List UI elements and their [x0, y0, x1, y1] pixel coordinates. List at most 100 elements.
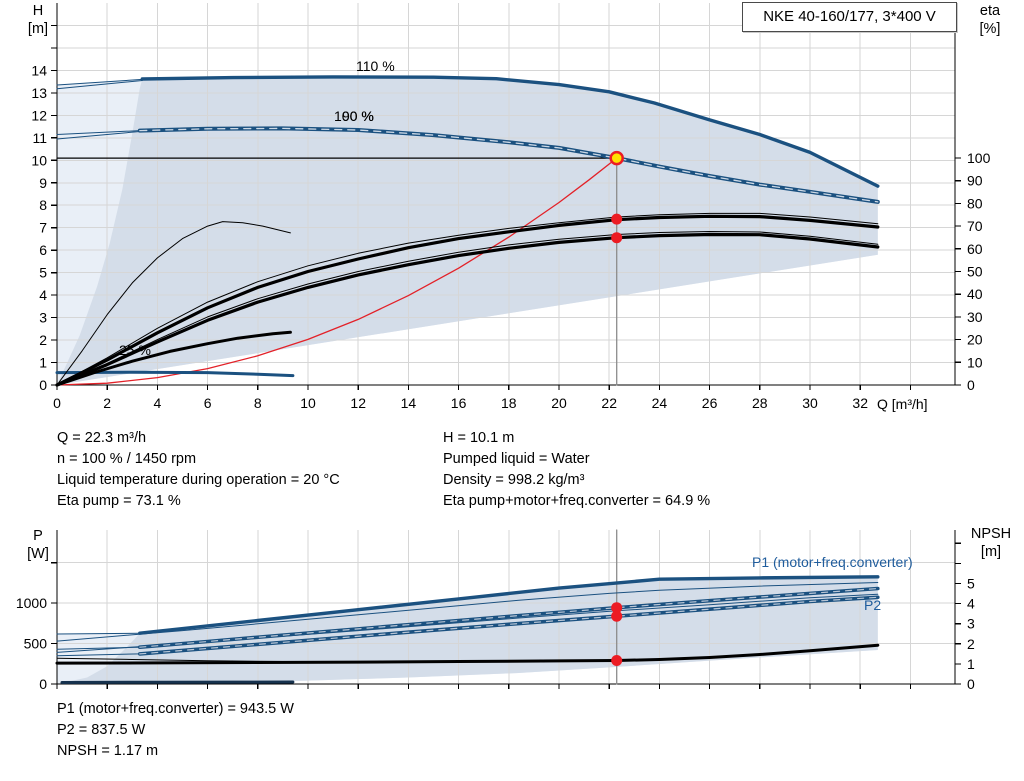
eta-total-upper-thin	[56, 231, 879, 386]
duty-point-p1	[611, 602, 623, 614]
tick-label: 500	[24, 636, 48, 652]
info-speed: n = 100 % / 1450 rpm	[57, 451, 197, 467]
tick-label: 32	[852, 395, 868, 411]
tick-label: 1000	[16, 595, 47, 611]
npsh-axis-title: NPSH [m]	[960, 525, 1022, 561]
result-npsh: NPSH = 1.17 m	[57, 743, 159, 759]
tick-label: 6	[204, 395, 212, 411]
p1-envelope-top	[138, 575, 880, 635]
result-p1: P1 (motor+freq.converter) = 943.5 W	[57, 701, 294, 717]
head-axis-title-line1: H	[32, 3, 44, 19]
power-axis-title-line1: P	[33, 528, 43, 544]
p2-curve-100-dash-core	[139, 596, 879, 655]
tick-label: 5	[39, 265, 47, 281]
tick-label: 14	[401, 395, 417, 411]
eta-axis-title-line2: [%]	[979, 21, 1001, 37]
flow-axis-label: Q [m³/h]	[877, 396, 928, 412]
operating-envelope-inner	[57, 76, 878, 386]
result-panel: P1 (motor+freq.converter) = 943.5 W P2 =…	[57, 699, 294, 762]
tick-label: 26	[702, 395, 718, 411]
tick-label: 0	[967, 377, 975, 393]
info-eta-total: Eta pump+motor+freq.converter = 64.9 %	[443, 493, 711, 509]
tick-label: 10	[31, 152, 47, 168]
eta-curve-pump	[55, 214, 880, 387]
tick-label: 80	[967, 195, 983, 211]
tick-label: 9	[39, 175, 47, 191]
tick-label: 8	[254, 395, 262, 411]
tick-label: 50	[967, 264, 983, 280]
duty-point-npsh	[611, 655, 623, 666]
tick-label: 100	[967, 150, 991, 166]
duty-point-eta-total	[611, 232, 623, 244]
duty-info-left: Q = 22.3 m³/h n = 100 % / 1450 rpm Liqui…	[57, 428, 340, 512]
tick-label: 13	[31, 85, 47, 101]
tick-label: 2	[39, 332, 47, 348]
tick-label: 70	[967, 218, 983, 234]
tick-label: 4	[154, 395, 162, 411]
tick-label: 30	[967, 309, 983, 325]
speed-label-100: 100 %	[334, 108, 374, 124]
eta-curve-25	[55, 330, 292, 387]
tick-label: 0	[53, 395, 61, 411]
qh-curve-110	[140, 75, 880, 188]
tick-label: 0	[39, 676, 47, 692]
qh-110-lead-a	[56, 78, 143, 86]
tick-label: 11	[32, 130, 47, 146]
power-axis-title: P [W]	[20, 527, 56, 563]
power-axis-title-line2: [W]	[27, 546, 49, 562]
info-density: Density = 998.2 kg/m³	[443, 472, 585, 488]
duty-point-eta-pump	[611, 213, 623, 225]
tick-label: 0	[39, 377, 47, 393]
head-axis-title: H [m]	[20, 2, 56, 38]
tick-label: 20	[551, 395, 567, 411]
duty-point-qh	[609, 150, 624, 166]
tick-label: 60	[967, 241, 983, 257]
pump-title-box: NKE 40-160/177, 3*400 V	[742, 2, 957, 32]
qh-100-lead-b	[56, 131, 141, 140]
tick-label: 12	[31, 107, 47, 123]
tick-label: 16	[451, 395, 467, 411]
tick-label: 2	[967, 636, 975, 652]
duty-point-p2	[611, 610, 623, 622]
tick-label: 1	[39, 355, 47, 371]
info-pumped-liquid: Pumped liquid = Water	[443, 451, 590, 467]
p1-upper-thin	[56, 582, 879, 642]
head-axis-title-line2: [m]	[27, 21, 49, 37]
tick-label: 4	[967, 596, 975, 612]
tick-label: 0	[967, 676, 975, 692]
p2-lead	[56, 653, 141, 657]
tick-label: 8	[39, 197, 47, 213]
eta-axis-title-line1: eta	[979, 3, 1001, 19]
tick-label: 18	[501, 395, 517, 411]
tick-label: 5	[967, 576, 975, 592]
control-curve-red	[56, 157, 618, 386]
tick-label: 2	[103, 395, 111, 411]
speed-label-110: 110 %	[356, 58, 395, 74]
tick-label: 6	[39, 242, 47, 258]
tick-label: 40	[967, 286, 983, 302]
tick-label: 28	[752, 395, 768, 411]
duty-info-right: H = 10.1 m Pumped liquid = Water Density…	[443, 428, 710, 512]
p1-envelope-top-lead	[56, 632, 141, 635]
tick-label: 12	[350, 395, 366, 411]
tick-label: 3	[39, 310, 47, 326]
p2-curve-label: P2	[864, 597, 882, 613]
p1-curve-label: P1 (motor+freq.converter)	[752, 554, 913, 570]
qh-curve-100-dash-core	[139, 127, 879, 203]
eta-curve-reduced-speed	[56, 221, 291, 386]
npsh-axis-title-line2: [m]	[980, 544, 1002, 560]
speed-label-25: 25 %	[119, 342, 151, 358]
speed-label-90: 90 %	[342, 108, 374, 124]
tick-label: 3	[967, 616, 975, 632]
eta-axis-title: eta [%]	[968, 2, 1012, 38]
p2-curve-25	[60, 680, 295, 684]
info-liquid-temp: Liquid temperature during operation = 20…	[57, 472, 340, 488]
qh-100-lead-a	[56, 130, 141, 135]
info-head: H = 10.1 m	[443, 430, 515, 446]
eta-curve-pump-motor	[55, 232, 880, 387]
tick-label: 7	[39, 220, 47, 236]
tick-label: 30	[802, 395, 818, 411]
tick-label: 14	[31, 62, 47, 78]
